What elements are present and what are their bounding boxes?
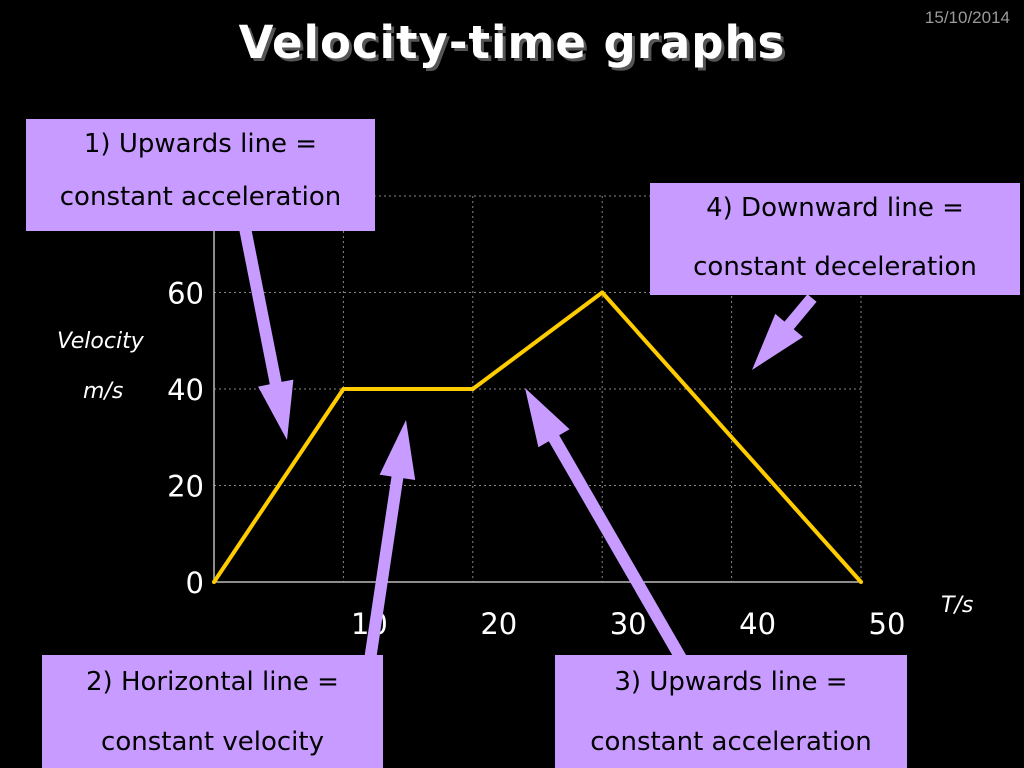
callout-1-line2: constant acceleration <box>59 182 342 212</box>
callout-downward-line: 4) Downward line = constant deceleration <box>650 183 1020 295</box>
callout-4-line2: constant deceleration <box>693 252 977 282</box>
x-tick-label-50: 50 <box>869 607 906 641</box>
callout-4-line1: 4) Downward line = <box>706 193 964 223</box>
callout-2-line2: constant velocity <box>101 727 324 757</box>
slide-date: 15/10/2014 <box>924 8 1010 27</box>
x-tick-label-20: 20 <box>480 607 517 641</box>
x-tick-label-40: 40 <box>739 607 776 641</box>
callout-upwards-line-1: 1) Upwards line = constant acceleration <box>26 119 375 231</box>
arrow-callout-2 <box>364 420 416 661</box>
arrow-callout-1 <box>239 226 294 440</box>
arrow-layer <box>239 226 817 663</box>
x-tick-label-30: 30 <box>610 607 647 641</box>
callout-3-line1: 3) Upwards line = <box>614 667 848 697</box>
arrow-callout-4 <box>752 294 817 370</box>
callout-upwards-line-3: 3) Upwards line = constant acceleration <box>555 655 907 768</box>
data-point-50 <box>859 580 863 584</box>
y-tick-label-60: 60 <box>167 277 204 311</box>
y-axis-label-line1: Velocity <box>57 329 145 354</box>
y-tick-label-0: 0 <box>186 566 204 600</box>
slide-title: Velocity-time graphs <box>238 16 786 69</box>
axis-layer <box>213 196 861 583</box>
y-axis-label-line2: m/s <box>83 379 123 404</box>
data-point-30 <box>600 290 605 295</box>
callout-horizontal-line: 2) Horizontal line = constant velocity <box>42 655 383 768</box>
callout-3-line2: constant acceleration <box>590 727 872 757</box>
callout-1-line1: 1) Upwards line = <box>83 129 318 159</box>
y-tick-label-20: 20 <box>167 470 204 504</box>
data-line-layer <box>212 290 863 584</box>
data-point-10 <box>341 387 346 391</box>
data-point-0 <box>212 580 216 584</box>
y-tick-label-40: 40 <box>167 373 204 407</box>
callout-2-line1: 2) Horizontal line = <box>86 667 339 697</box>
data-point-20 <box>470 387 475 391</box>
x-axis-label: T/s <box>941 593 973 618</box>
arrow-callout-3 <box>525 388 688 663</box>
